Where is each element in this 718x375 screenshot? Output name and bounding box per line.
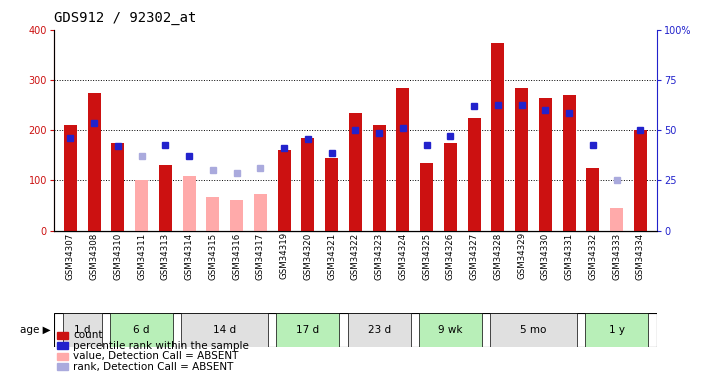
Text: GSM34317: GSM34317 bbox=[256, 232, 265, 279]
Bar bbox=[325, 158, 338, 231]
Text: 5 mo: 5 mo bbox=[521, 325, 546, 335]
Bar bbox=[57, 363, 67, 370]
Text: GSM34320: GSM34320 bbox=[304, 232, 312, 279]
Bar bbox=[254, 194, 267, 231]
Bar bbox=[563, 95, 576, 231]
Bar bbox=[62, 313, 102, 347]
Text: 23 d: 23 d bbox=[368, 325, 391, 335]
Bar bbox=[206, 196, 220, 231]
Text: 17 d: 17 d bbox=[297, 325, 320, 335]
Text: GSM34319: GSM34319 bbox=[280, 232, 289, 279]
Bar bbox=[587, 168, 600, 231]
Text: 9 wk: 9 wk bbox=[438, 325, 462, 335]
Bar bbox=[135, 180, 148, 231]
Bar bbox=[444, 143, 457, 231]
Bar bbox=[64, 125, 77, 231]
Bar bbox=[302, 138, 314, 231]
Bar bbox=[349, 113, 362, 231]
Bar bbox=[420, 163, 433, 231]
Bar bbox=[515, 88, 528, 231]
Text: GSM34311: GSM34311 bbox=[137, 232, 146, 279]
Text: GSM34307: GSM34307 bbox=[66, 232, 75, 279]
Bar bbox=[538, 98, 552, 231]
Text: GSM34323: GSM34323 bbox=[375, 232, 383, 279]
Text: GSM34315: GSM34315 bbox=[208, 232, 218, 279]
Text: value, Detection Call = ABSENT: value, Detection Call = ABSENT bbox=[73, 351, 238, 361]
Bar bbox=[373, 125, 386, 231]
Text: GSM34332: GSM34332 bbox=[588, 232, 597, 279]
Text: GSM34333: GSM34333 bbox=[612, 232, 621, 279]
Bar bbox=[57, 332, 67, 339]
Text: GSM34329: GSM34329 bbox=[517, 232, 526, 279]
Text: rank, Detection Call = ABSENT: rank, Detection Call = ABSENT bbox=[73, 362, 233, 372]
Bar bbox=[159, 165, 172, 231]
Bar bbox=[467, 118, 480, 231]
Bar bbox=[182, 177, 196, 231]
Text: age ▶: age ▶ bbox=[19, 325, 50, 335]
Text: GSM34326: GSM34326 bbox=[446, 232, 455, 279]
Text: GSM34322: GSM34322 bbox=[351, 232, 360, 279]
Text: GSM34334: GSM34334 bbox=[636, 232, 645, 279]
Text: GSM34325: GSM34325 bbox=[422, 232, 431, 279]
Text: 6 d: 6 d bbox=[134, 325, 150, 335]
Text: GSM34308: GSM34308 bbox=[90, 232, 98, 279]
Text: 1 y: 1 y bbox=[609, 325, 625, 335]
Text: GSM34328: GSM34328 bbox=[493, 232, 503, 279]
Bar bbox=[88, 93, 101, 231]
Text: GSM34324: GSM34324 bbox=[398, 232, 407, 279]
Text: GSM34331: GSM34331 bbox=[564, 232, 574, 279]
Bar bbox=[585, 313, 648, 347]
Bar bbox=[278, 150, 291, 231]
Text: 1 d: 1 d bbox=[74, 325, 90, 335]
Bar bbox=[111, 313, 173, 347]
Bar bbox=[490, 313, 577, 347]
Text: count: count bbox=[73, 330, 103, 340]
Text: GSM34310: GSM34310 bbox=[113, 232, 123, 279]
Bar bbox=[230, 200, 243, 231]
Bar bbox=[111, 143, 124, 231]
Bar bbox=[57, 342, 67, 349]
Text: GDS912 / 92302_at: GDS912 / 92302_at bbox=[54, 11, 196, 25]
Bar bbox=[634, 130, 647, 231]
Bar bbox=[396, 88, 409, 231]
Text: 14 d: 14 d bbox=[213, 325, 236, 335]
Bar bbox=[57, 353, 67, 360]
Text: GSM34327: GSM34327 bbox=[470, 232, 479, 279]
Text: percentile rank within the sample: percentile rank within the sample bbox=[73, 341, 249, 351]
Bar bbox=[182, 313, 268, 347]
Bar bbox=[419, 313, 482, 347]
Text: GSM34316: GSM34316 bbox=[232, 232, 241, 279]
Bar bbox=[276, 313, 340, 347]
Text: GSM34321: GSM34321 bbox=[327, 232, 336, 279]
Bar bbox=[610, 208, 623, 231]
Text: GSM34330: GSM34330 bbox=[541, 232, 550, 279]
Bar bbox=[348, 313, 411, 347]
Bar bbox=[491, 42, 505, 231]
Text: GSM34314: GSM34314 bbox=[185, 232, 194, 279]
Text: GSM34313: GSM34313 bbox=[161, 232, 170, 279]
